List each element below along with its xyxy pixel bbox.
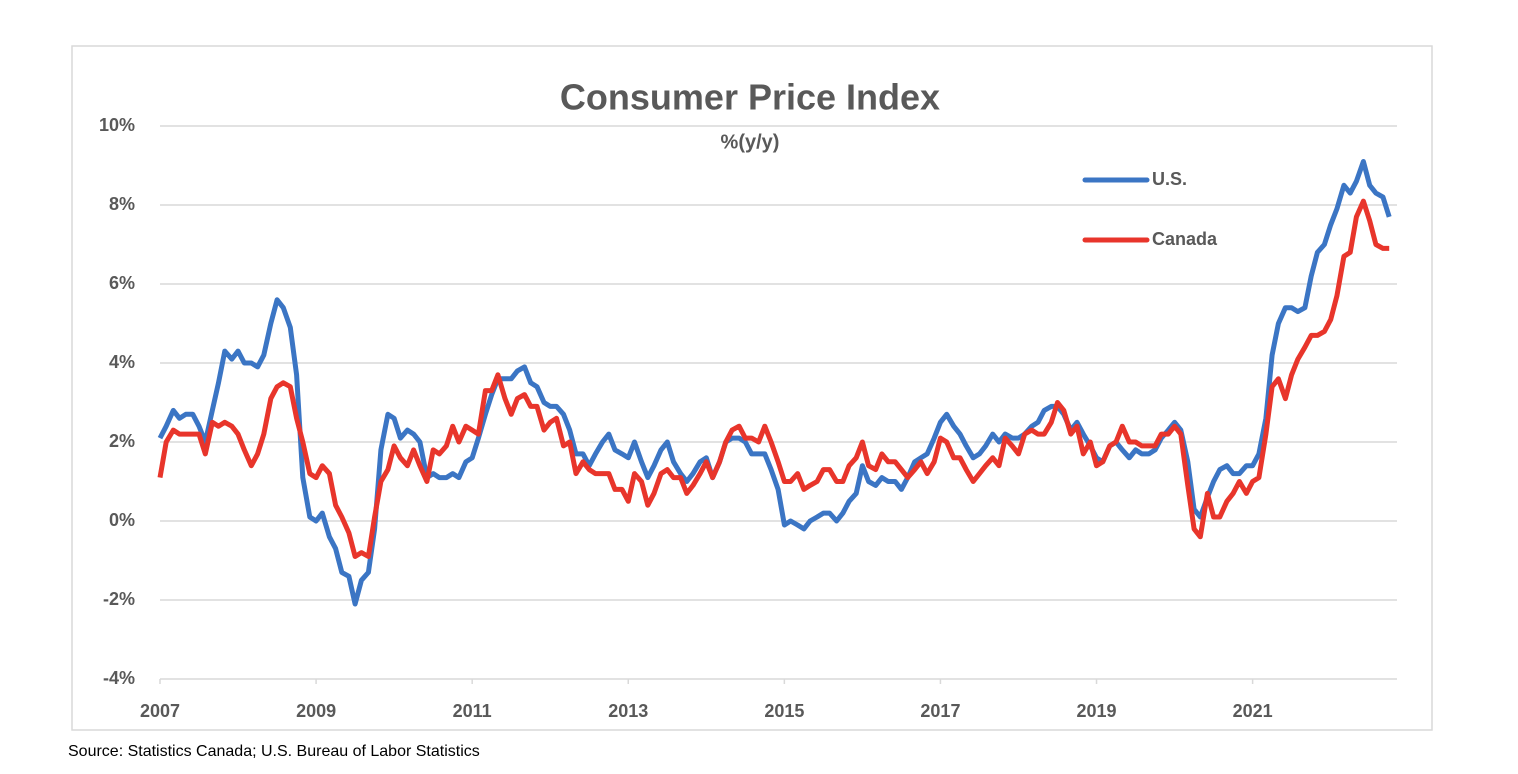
x-tick-label: 2009 — [296, 701, 336, 721]
y-tick-label: 4% — [109, 352, 135, 372]
chart-title: Consumer Price Index — [560, 77, 940, 118]
y-tick-label: 2% — [109, 431, 135, 451]
series-line — [157, 198, 1390, 559]
legend-label: Canada — [1152, 229, 1218, 249]
legend-label: U.S. — [1152, 169, 1187, 189]
x-tick-label: 2015 — [764, 701, 804, 721]
y-tick-label: 6% — [109, 273, 135, 293]
x-tick-label: 2021 — [1233, 701, 1273, 721]
x-tick-label: 2017 — [920, 701, 960, 721]
y-tick-label: 10% — [99, 115, 135, 135]
chart-frame — [71, 45, 1433, 731]
chart-subtitle: %(y/y) — [721, 131, 780, 153]
x-tick-label: 2019 — [1077, 701, 1117, 721]
x-tick-label: 2013 — [608, 701, 648, 721]
source-note: Source: Statistics Canada; U.S. Bureau o… — [68, 743, 480, 760]
y-tick-label: -2% — [103, 589, 135, 609]
y-tick-label: 8% — [109, 194, 135, 214]
x-tick-label: 2007 — [140, 701, 180, 721]
y-tick-label: 0% — [109, 510, 135, 530]
y-tick-label: -4% — [103, 668, 135, 688]
x-tick-label: 2011 — [453, 701, 492, 721]
